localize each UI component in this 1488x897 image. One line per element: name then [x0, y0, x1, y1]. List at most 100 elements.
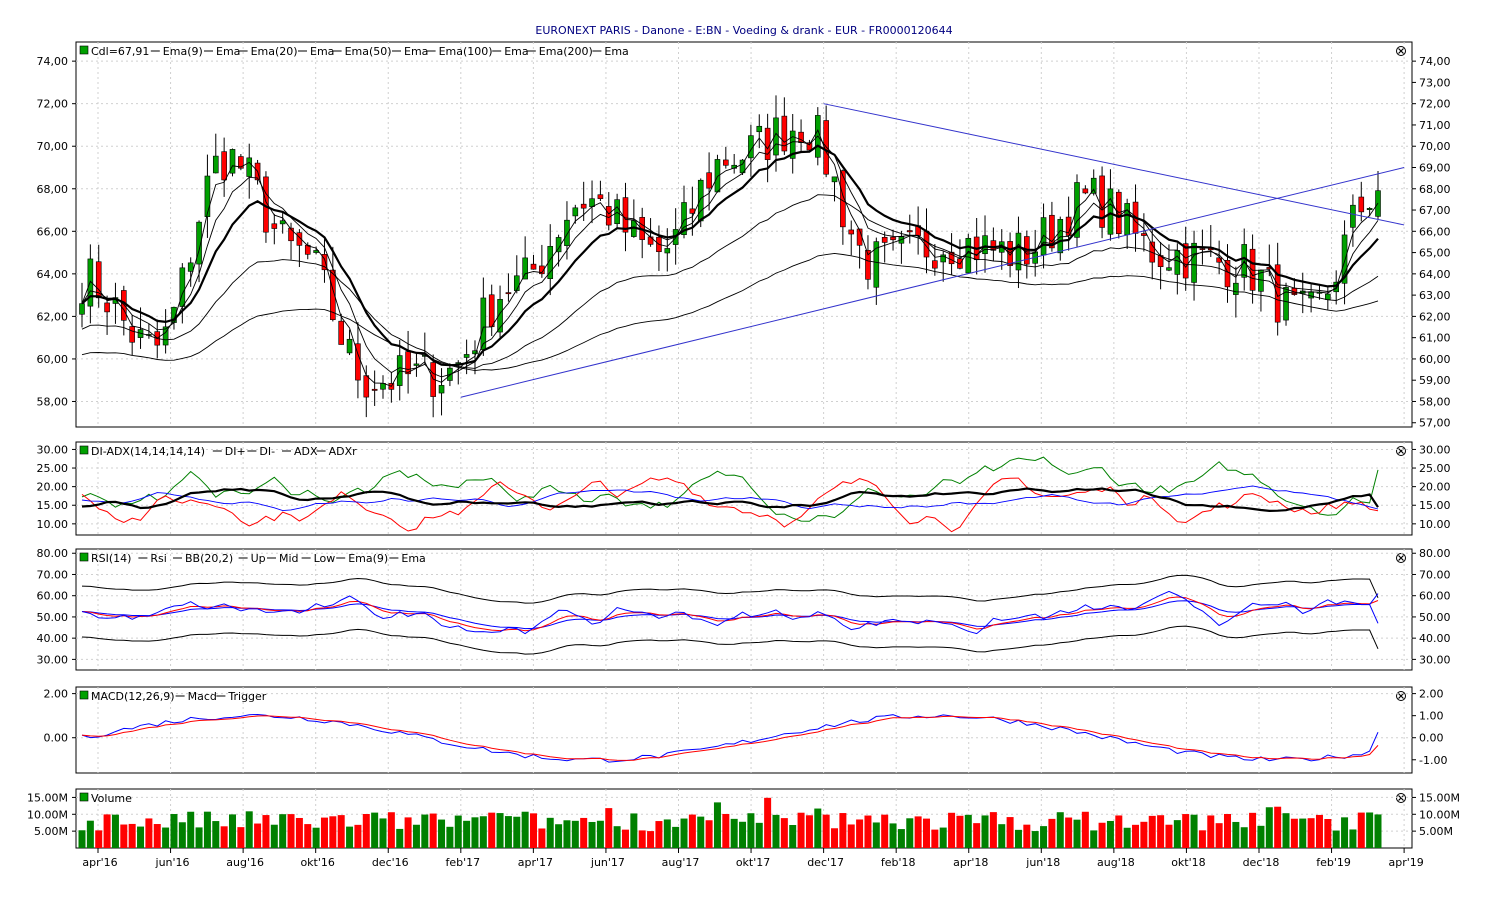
price-panel [75, 41, 1413, 428]
volume-bar [647, 831, 655, 848]
candle-up [1341, 234, 1348, 284]
volume-bar [254, 823, 262, 848]
candle-up [1308, 291, 1314, 299]
candle-down [330, 269, 336, 320]
candle-down [355, 343, 361, 381]
candle-up [1325, 293, 1331, 300]
volume-bar [663, 819, 671, 848]
volume-bar [948, 812, 956, 848]
candle-down [1082, 188, 1089, 194]
volume-bar [421, 814, 429, 848]
y-tick-label-right: 2.00 [1419, 688, 1444, 701]
y-tick-label: 10.00 [37, 518, 69, 531]
x-tick-label: aug'16 [226, 856, 264, 869]
candle-up [497, 299, 503, 333]
volume-bar [371, 812, 379, 848]
volume-bar [789, 824, 797, 848]
x-tick-label: feb'19 [1316, 856, 1351, 869]
volume-bar [780, 818, 788, 848]
y-tick-label-right: 15.00 [1419, 499, 1451, 512]
volume-bar [764, 797, 772, 848]
volume-bar [797, 812, 805, 848]
candle-up [873, 241, 880, 288]
volume-bar [312, 827, 320, 848]
adx-legend-item: DI- [259, 445, 275, 458]
y-tick-label-right: 73,00 [1419, 76, 1451, 89]
y-tick-label-right: 5.00M [1419, 825, 1453, 838]
volume-bar [530, 813, 538, 848]
x-tick-label: dec'18 [1243, 856, 1280, 869]
adx-panel [75, 441, 1413, 536]
candle-down [338, 320, 345, 345]
macd-legend-item: Trigger [227, 690, 266, 703]
volume-bar [906, 818, 914, 848]
candle-down [622, 197, 629, 233]
x-tick-label: apr'19 [1388, 856, 1423, 869]
volume-bar [103, 814, 111, 848]
candle-down [865, 249, 871, 280]
volume-bar [730, 818, 738, 848]
volume-bar [580, 817, 588, 848]
volume-bar [638, 830, 646, 848]
candle-up [681, 202, 687, 235]
volume-bar [697, 816, 705, 848]
volume-bar [931, 829, 939, 848]
x-tick-label: aug'18 [1097, 856, 1135, 869]
y-tick-label: 50.00 [37, 611, 69, 624]
volume-bar [220, 826, 228, 848]
legend-swatch [79, 690, 89, 700]
volume-bar [379, 818, 387, 848]
trendline [460, 167, 1405, 398]
candle-up [572, 207, 579, 217]
adx-legend-item: ADXr [329, 445, 358, 458]
volume-legend-item: Volume [91, 792, 132, 805]
volume-bar [463, 820, 471, 848]
ema-200-line [81, 252, 1379, 372]
y-tick-label-right: 25.00 [1419, 462, 1451, 475]
volume-bar [722, 813, 730, 848]
candle-up [547, 246, 554, 279]
candle-up [564, 219, 570, 246]
volume-bar [998, 824, 1006, 848]
candle-down [706, 172, 712, 189]
candle-up [480, 297, 487, 350]
volume-bar [396, 828, 404, 848]
y-tick-label-right: 57,00 [1419, 417, 1451, 430]
candle-up [664, 248, 671, 254]
volume-bar [630, 813, 638, 848]
candle-down [881, 237, 888, 243]
x-tick-label: dec'17 [807, 856, 844, 869]
x-tick-label: dec'16 [372, 856, 409, 869]
candle-down [405, 351, 411, 375]
di-plus-line [81, 456, 1379, 522]
volume-bar [1198, 830, 1206, 848]
volume-bar [203, 811, 211, 848]
volume-bar [1065, 817, 1073, 848]
y-tick-label: 64,00 [37, 268, 69, 281]
volume-bar [521, 811, 529, 848]
volume-bar [1341, 817, 1349, 848]
y-tick-label-right: 50.00 [1419, 611, 1451, 624]
close-x-icon [1398, 48, 1404, 54]
volume-bar [1115, 815, 1123, 848]
legend-swatch [79, 552, 89, 562]
candle-down [488, 294, 495, 328]
candle-down [948, 251, 955, 265]
candle-down [121, 290, 127, 321]
candle-up [187, 262, 194, 272]
legend-swatch [79, 792, 89, 802]
y-tick-label: 58,00 [37, 395, 69, 408]
volume-bar [1357, 812, 1365, 848]
y-tick-label-right: 64,00 [1419, 268, 1451, 281]
candle-up [212, 155, 219, 174]
candle-down [129, 326, 135, 343]
y-tick-label-right: 0.00 [1419, 732, 1444, 745]
y-tick-label-right: 68,00 [1419, 183, 1451, 196]
volume-bar [1290, 818, 1298, 848]
price-legend-item: Ema(20) [251, 45, 298, 58]
candle-down [1141, 233, 1147, 236]
volume-bar [1223, 813, 1231, 848]
volume-bar [1090, 830, 1098, 848]
volume-bar [1265, 807, 1273, 848]
volume-bar [1349, 829, 1357, 848]
